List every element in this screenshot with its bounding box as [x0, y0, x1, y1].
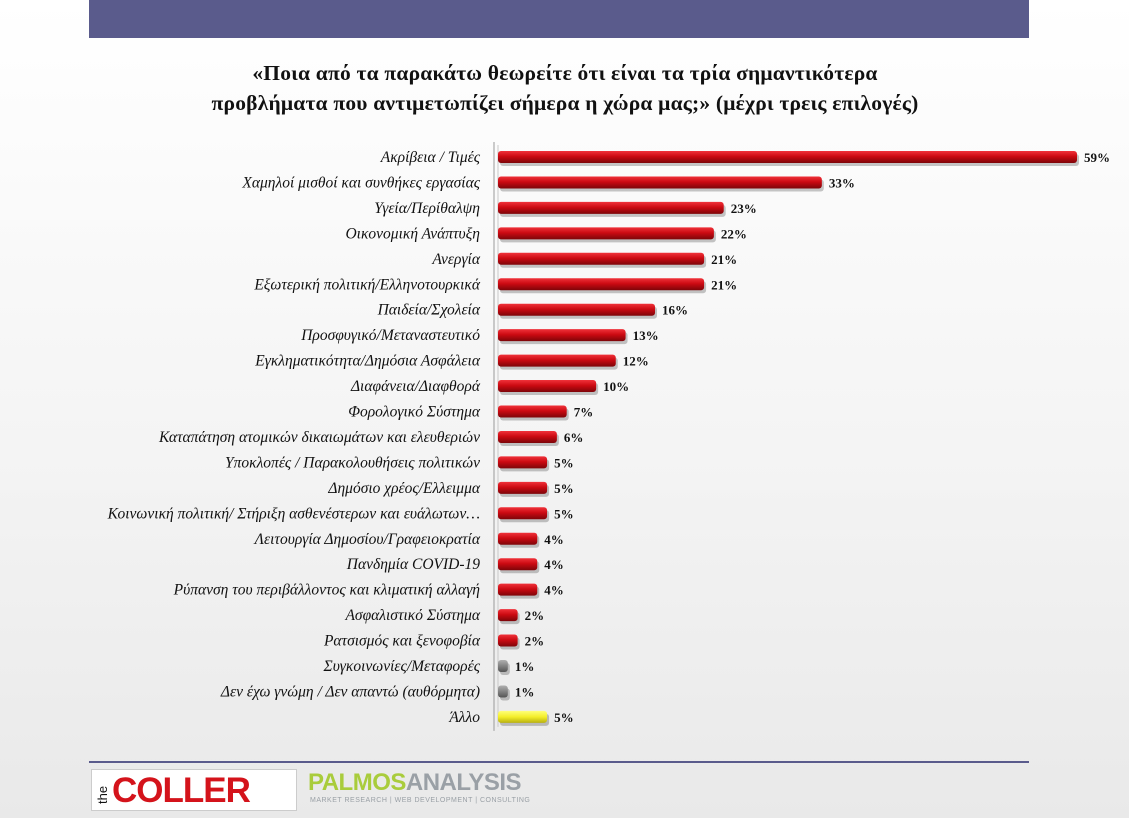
category-label: Πανδημία COVID-19	[346, 556, 480, 573]
value-label: 21%	[711, 252, 737, 267]
bar-chart: Ακρίβεια / Τιμές 59% Χαμηλοί μισθοί και συ…	[107, 142, 1110, 731]
bar	[498, 507, 548, 520]
chart-title-line-1: «Ποια από τα παρακάτω θεωρείτε ότι είναι…	[252, 61, 878, 85]
bar	[498, 329, 626, 342]
bar	[498, 201, 724, 214]
bar	[498, 660, 508, 672]
category-label: Κοινωνική πολιτική/ Στήριξη ασθενέστερων…	[107, 505, 480, 522]
category-label: Ασφαλιστικό Σύστημα	[344, 607, 480, 624]
chart-title: «Ποια από τα παρακάτω θεωρείτε ότι είναι…	[60, 58, 1070, 118]
category-label: Χαμηλοί μισθοί και συνθήκες εργασίας	[241, 174, 480, 191]
value-label: 22%	[721, 226, 747, 241]
bar	[498, 532, 538, 545]
palmos-logo-part-2: ANALYSIS	[405, 769, 522, 796]
bar	[498, 430, 557, 443]
header-band	[89, 0, 1029, 38]
value-label: 4%	[544, 557, 564, 572]
value-label: 2%	[525, 608, 545, 623]
category-label: Διαφάνεια/Διαφθορά	[350, 378, 481, 395]
category-label: Εγκληματικότητα/Δημόσια Ασφάλεια	[254, 353, 481, 370]
category-label: Ρατσισμός και ξενοφοβία	[323, 633, 481, 650]
value-label: 23%	[731, 201, 757, 216]
bar	[498, 252, 705, 265]
bar	[498, 227, 714, 240]
palmos-analysis-logo: PALMOSANALYSIS MARKET RESEARCH | WEB DEV…	[308, 768, 588, 810]
category-label: Ακρίβεια / Τιμές	[380, 149, 481, 166]
value-label: 7%	[574, 405, 594, 420]
palmos-logo-part-1: PALMOS	[308, 769, 406, 796]
value-label: 13%	[633, 328, 659, 343]
bar	[498, 634, 518, 647]
category-label: Υγεία/Περίθαλψη	[374, 200, 480, 217]
value-label: 5%	[554, 481, 574, 496]
category-label: Ρύπανση του περιβάλλοντος και κλιματική …	[173, 582, 481, 599]
chart-title-line-2: προβλήματα που αντιμετωπίζει σήμερα η χώ…	[211, 91, 919, 115]
the-coller-logo: the COLLER	[91, 769, 297, 811]
value-label: 12%	[623, 354, 649, 369]
bar	[498, 710, 548, 723]
bar	[498, 558, 538, 571]
category-label: Συγκοινωνίες/Μεταφορές	[322, 658, 480, 675]
category-label: Δημόσιο χρέος/Ελλειμμα	[327, 480, 480, 497]
bar	[498, 380, 597, 393]
the-coller-logo-word: COLLER	[112, 771, 251, 810]
category-label: Οικονομική Ανάπτυξη	[345, 225, 480, 242]
value-label: 5%	[554, 455, 574, 470]
value-label: 2%	[525, 634, 545, 649]
value-label: 5%	[554, 506, 574, 521]
value-label: 1%	[515, 684, 535, 699]
value-label: 21%	[711, 277, 737, 292]
category-label: Προσφυγικό/Μεταναστευτικό	[300, 327, 480, 344]
bar	[498, 685, 508, 698]
bar	[498, 303, 656, 316]
footer-divider	[89, 761, 1029, 763]
bar	[498, 583, 538, 596]
category-label: Άλλο	[448, 709, 480, 726]
category-label: Δεν έχω γνώμη / Δεν απαντώ (αυθόρμητα)	[220, 683, 480, 700]
bar	[498, 176, 822, 189]
value-label: 4%	[544, 583, 564, 598]
value-label: 59%	[1084, 150, 1110, 165]
category-label: Εξωτερική πολιτική/Ελληνοτουρκικά	[253, 276, 481, 293]
value-label: 5%	[554, 710, 574, 725]
value-label: 16%	[662, 303, 688, 318]
bar	[498, 278, 705, 291]
palmos-analysis-logo-subtitle: MARKET RESEARCH | WEB DEVELOPMENT | CONS…	[310, 797, 531, 804]
value-label: 1%	[515, 659, 535, 674]
bar	[498, 405, 567, 418]
value-label: 6%	[564, 430, 584, 445]
value-label: 10%	[603, 379, 629, 394]
category-label: Λειτουργία Δημοσίου/Γραφειοκρατία	[253, 531, 481, 548]
category-label: Φορολογικό Σύστημα	[348, 404, 481, 421]
category-label: Υποκλοπές / Παρακολουθήσεις πολιτικών	[225, 454, 480, 471]
bar	[498, 456, 548, 469]
category-label: Καταπάτηση ατομικών δικαιωμάτων και ελευ…	[158, 429, 480, 446]
the-coller-logo-small-text: the	[95, 785, 110, 804]
palmos-analysis-logo-word: PALMOSANALYSIS	[308, 768, 522, 798]
category-label: Ανεργία	[431, 251, 480, 268]
bar	[498, 481, 548, 494]
bar	[498, 609, 518, 622]
category-label: Παιδεία/Σχολεία	[377, 302, 481, 319]
value-label: 4%	[544, 532, 564, 547]
bar	[498, 151, 1077, 163]
bar	[498, 354, 616, 367]
value-label: 33%	[829, 175, 855, 190]
